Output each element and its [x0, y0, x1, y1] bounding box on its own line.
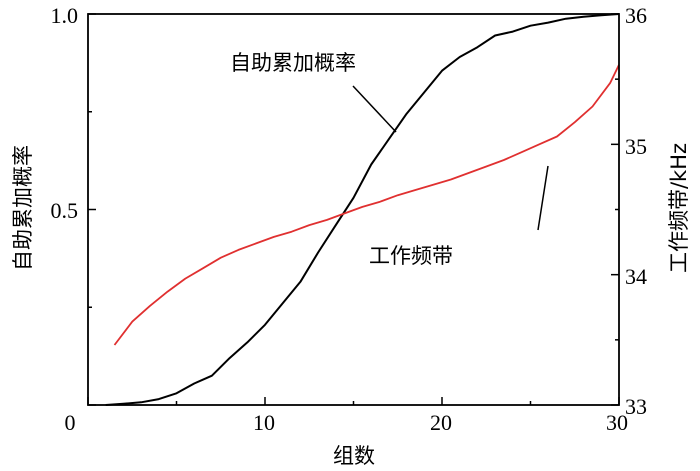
plot-frame: [87, 13, 620, 406]
y-right-tick-label: 33: [625, 394, 647, 419]
y-right-tick-label: 36: [625, 3, 647, 28]
y-right-tick-label: 35: [625, 134, 647, 159]
annotation-label-band: 工作频带: [369, 244, 453, 268]
annotation-label-probability: 自助累加概率: [230, 51, 356, 75]
series-line-probability: [105, 13, 620, 406]
y-left-axis-title: 自助累加概率: [11, 145, 35, 271]
x-tick-label: 0: [65, 410, 76, 435]
y-left-tick-label: 0.5: [51, 198, 79, 223]
y-right-tick-label: 34: [625, 264, 647, 289]
annotation-leader-probability: [352, 85, 397, 133]
x-tick-label: 20: [430, 410, 452, 435]
annotation-leader-band: [537, 165, 549, 231]
x-axis-title: 组数: [333, 444, 375, 468]
x-tick-label: 10: [253, 410, 275, 435]
y-right-axis-title: 工作频带/kHz: [667, 143, 691, 273]
plot-marks: [105, 13, 620, 406]
x-tick-label: 30: [606, 410, 628, 435]
y-left-tick-label: 1.0: [51, 3, 79, 28]
series-line-band: [113, 64, 620, 346]
